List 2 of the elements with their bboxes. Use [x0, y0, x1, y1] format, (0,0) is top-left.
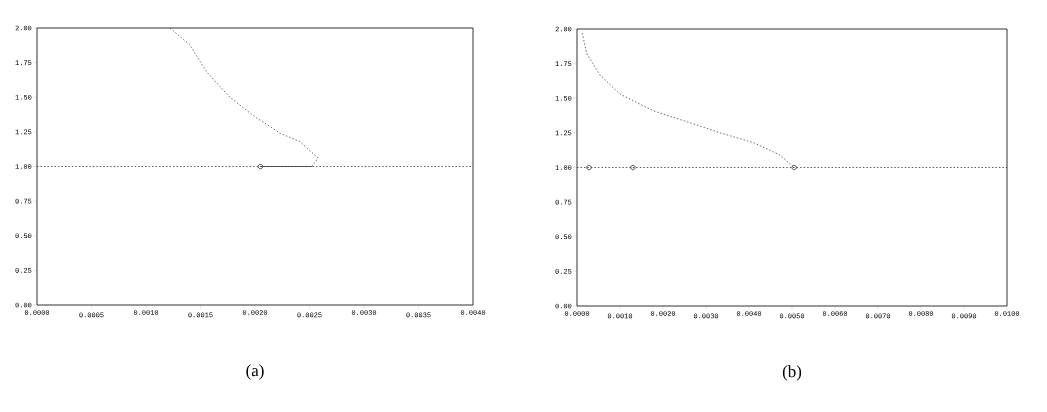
text: (a) [246, 364, 264, 380]
text: (b) [782, 365, 802, 381]
